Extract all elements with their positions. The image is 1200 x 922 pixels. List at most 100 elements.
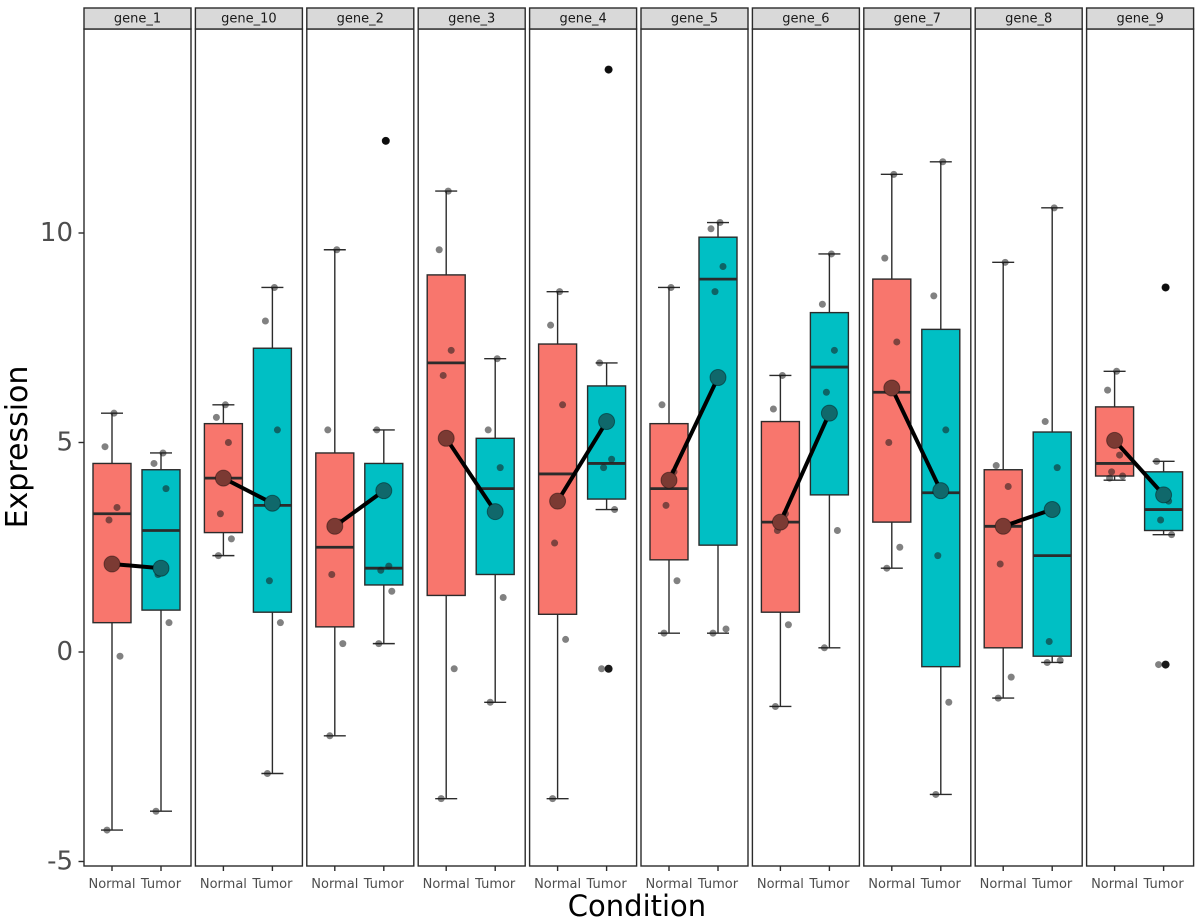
jitter-point: [1045, 638, 1053, 646]
jitter-point: [326, 732, 334, 740]
box-tumor: [1032, 431, 1072, 657]
jitter-point: [934, 552, 942, 560]
jitter-point: [265, 577, 273, 585]
mean-point-tumor: [152, 559, 170, 577]
x-axis-title: Condition: [568, 889, 706, 922]
box-tumor: [252, 347, 293, 613]
jitter-point: [276, 619, 284, 627]
jitter-point: [716, 219, 724, 227]
jitter-point: [227, 535, 235, 543]
x-axis-tick-label: Normal: [88, 877, 135, 892]
jitter-point: [261, 317, 269, 325]
jitter-point: [1053, 464, 1061, 472]
x-axis-tick-label: Tumor: [1031, 877, 1073, 892]
mean-point-normal: [1106, 431, 1124, 449]
outlier-point: [1161, 283, 1170, 292]
jitter-point: [216, 510, 224, 518]
jitter-point: [116, 652, 124, 660]
jitter-point: [722, 625, 730, 633]
facet-strip-label: gene_4: [559, 12, 606, 27]
box-normal: [92, 462, 132, 624]
x-axis-tick-label: Tumor: [808, 877, 850, 892]
facet-strip: [83, 7, 192, 30]
jitter-point: [942, 426, 950, 434]
jitter-point: [437, 795, 445, 803]
jitter-point: [105, 516, 113, 524]
jitter-point: [103, 826, 111, 834]
facet-strip: [640, 7, 749, 30]
mean-point-normal: [214, 469, 232, 487]
y-axis-title: Expression: [0, 366, 35, 529]
jitter-point: [212, 413, 220, 421]
x-axis-tick-label: Normal: [1091, 877, 1138, 892]
jitter-point: [945, 698, 953, 706]
mean-connector-line: [333, 489, 385, 528]
box-tumor: [809, 311, 850, 496]
jitter-point: [1001, 258, 1009, 266]
jitter-point: [113, 503, 121, 511]
jitter-point: [496, 464, 504, 472]
jitter-point: [375, 640, 383, 648]
jitter-point: [1157, 516, 1165, 524]
facet-strip: [306, 7, 415, 30]
jitter-point: [110, 409, 118, 417]
jitter-point: [159, 449, 167, 457]
jitter-point: [1106, 474, 1114, 482]
x-axis-tick-label: Normal: [980, 877, 1027, 892]
x-axis-tick-label: Tumor: [140, 877, 182, 892]
jitter-point: [939, 158, 947, 166]
outlier-point: [381, 136, 390, 145]
jitter-point: [333, 246, 341, 254]
facet-strip-label: gene_6: [782, 12, 829, 27]
jitter-point: [778, 371, 786, 379]
jitter-point: [784, 621, 792, 629]
x-axis-tick-label: Normal: [645, 877, 692, 892]
mean-connector-line: [444, 437, 497, 513]
mean-point-normal: [883, 379, 901, 397]
jitter-point: [447, 346, 455, 354]
jitter-point: [263, 770, 271, 778]
jitter-point: [833, 526, 841, 534]
box-normal: [983, 469, 1023, 649]
jitter-point: [339, 640, 347, 648]
box-normal: [872, 278, 912, 523]
jitter-point: [551, 539, 559, 547]
x-axis-tick-label: Normal: [757, 877, 804, 892]
jitter-point: [827, 250, 835, 258]
x-axis-tick-label: Tumor: [251, 877, 293, 892]
mean-point-normal: [771, 513, 789, 531]
mean-connector-line: [667, 376, 720, 482]
facet-strip-label: gene_7: [894, 12, 941, 27]
jitter-point: [165, 619, 173, 627]
jitter-point: [662, 501, 670, 509]
facet-panel: [83, 28, 192, 867]
mean-point-tumor: [932, 482, 950, 500]
jitter-point: [896, 543, 904, 551]
facet-strip: [863, 7, 972, 30]
jitter-point: [611, 506, 619, 514]
jitter-point: [1007, 673, 1015, 681]
jitter-point: [270, 283, 278, 291]
jitter-point: [373, 426, 381, 434]
jitter-point: [818, 300, 826, 308]
mean-connector-line: [1002, 507, 1053, 529]
mean-point-tumor: [709, 369, 727, 387]
jitter-point: [719, 263, 727, 271]
jitter-point: [1155, 661, 1163, 669]
jitter-point: [1113, 367, 1121, 375]
x-axis-tick-label: Tumor: [586, 877, 628, 892]
mean-point-normal: [549, 492, 567, 510]
jitter-point: [324, 426, 332, 434]
jitter-point: [994, 694, 1002, 702]
facet-strip: [528, 7, 638, 30]
jitter-point: [930, 292, 938, 300]
x-axis-tick-label: Tumor: [697, 877, 739, 892]
y-axis-tick-label: 10: [40, 218, 73, 248]
jitter-point: [493, 355, 501, 363]
x-axis-tick-label: Normal: [534, 877, 581, 892]
facet-strip: [417, 7, 526, 30]
jitter-point: [711, 288, 719, 296]
jitter-point: [820, 644, 828, 652]
facet-strip-label: gene_10: [221, 12, 277, 27]
jitter-point: [608, 455, 616, 463]
